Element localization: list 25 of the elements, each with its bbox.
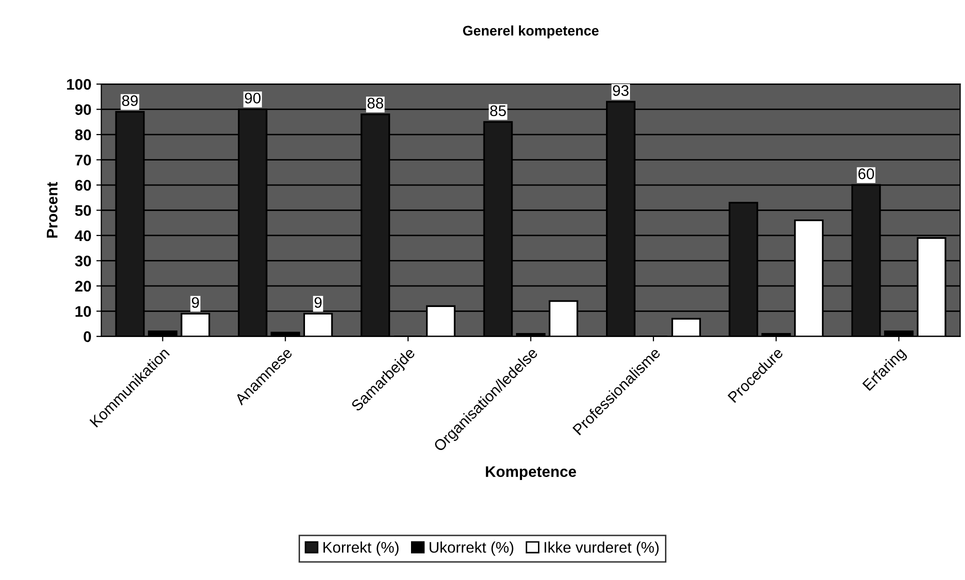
y-tick-label: 60 (75, 180, 91, 191)
data-label: 9 (192, 297, 199, 308)
y-tick-label: 20 (75, 280, 91, 292)
y-tick-label: 50 (75, 205, 91, 216)
y-tick-label: 70 (75, 154, 91, 166)
y-tick-label: 100 (67, 78, 91, 90)
x-axis-title: Kompetence (486, 466, 576, 480)
y-tick-label: 30 (74, 256, 91, 266)
chart-title: Generel kompetence (463, 25, 599, 38)
legend-label: Ukorrekt (%) (430, 542, 514, 556)
data-label: 60 (858, 168, 874, 180)
y-tick-label: 10 (76, 306, 91, 317)
data-label: 89 (122, 95, 138, 106)
data-label: 9 (314, 297, 322, 308)
data-label: 85 (490, 105, 506, 116)
legend-label: Ikke vurderet (%) (544, 542, 659, 556)
legend-label: Korrekt (%) (323, 542, 399, 556)
y-tick-label: 90 (75, 104, 91, 116)
data-label: 93 (612, 85, 629, 96)
data-label: 90 (244, 92, 261, 104)
y-tick-label: 80 (75, 129, 91, 140)
y-tick-label: 40 (74, 230, 91, 242)
y-tick-label: 0 (84, 331, 91, 342)
y-axis-title: Procent (46, 182, 58, 238)
data-label: 88 (368, 98, 384, 109)
